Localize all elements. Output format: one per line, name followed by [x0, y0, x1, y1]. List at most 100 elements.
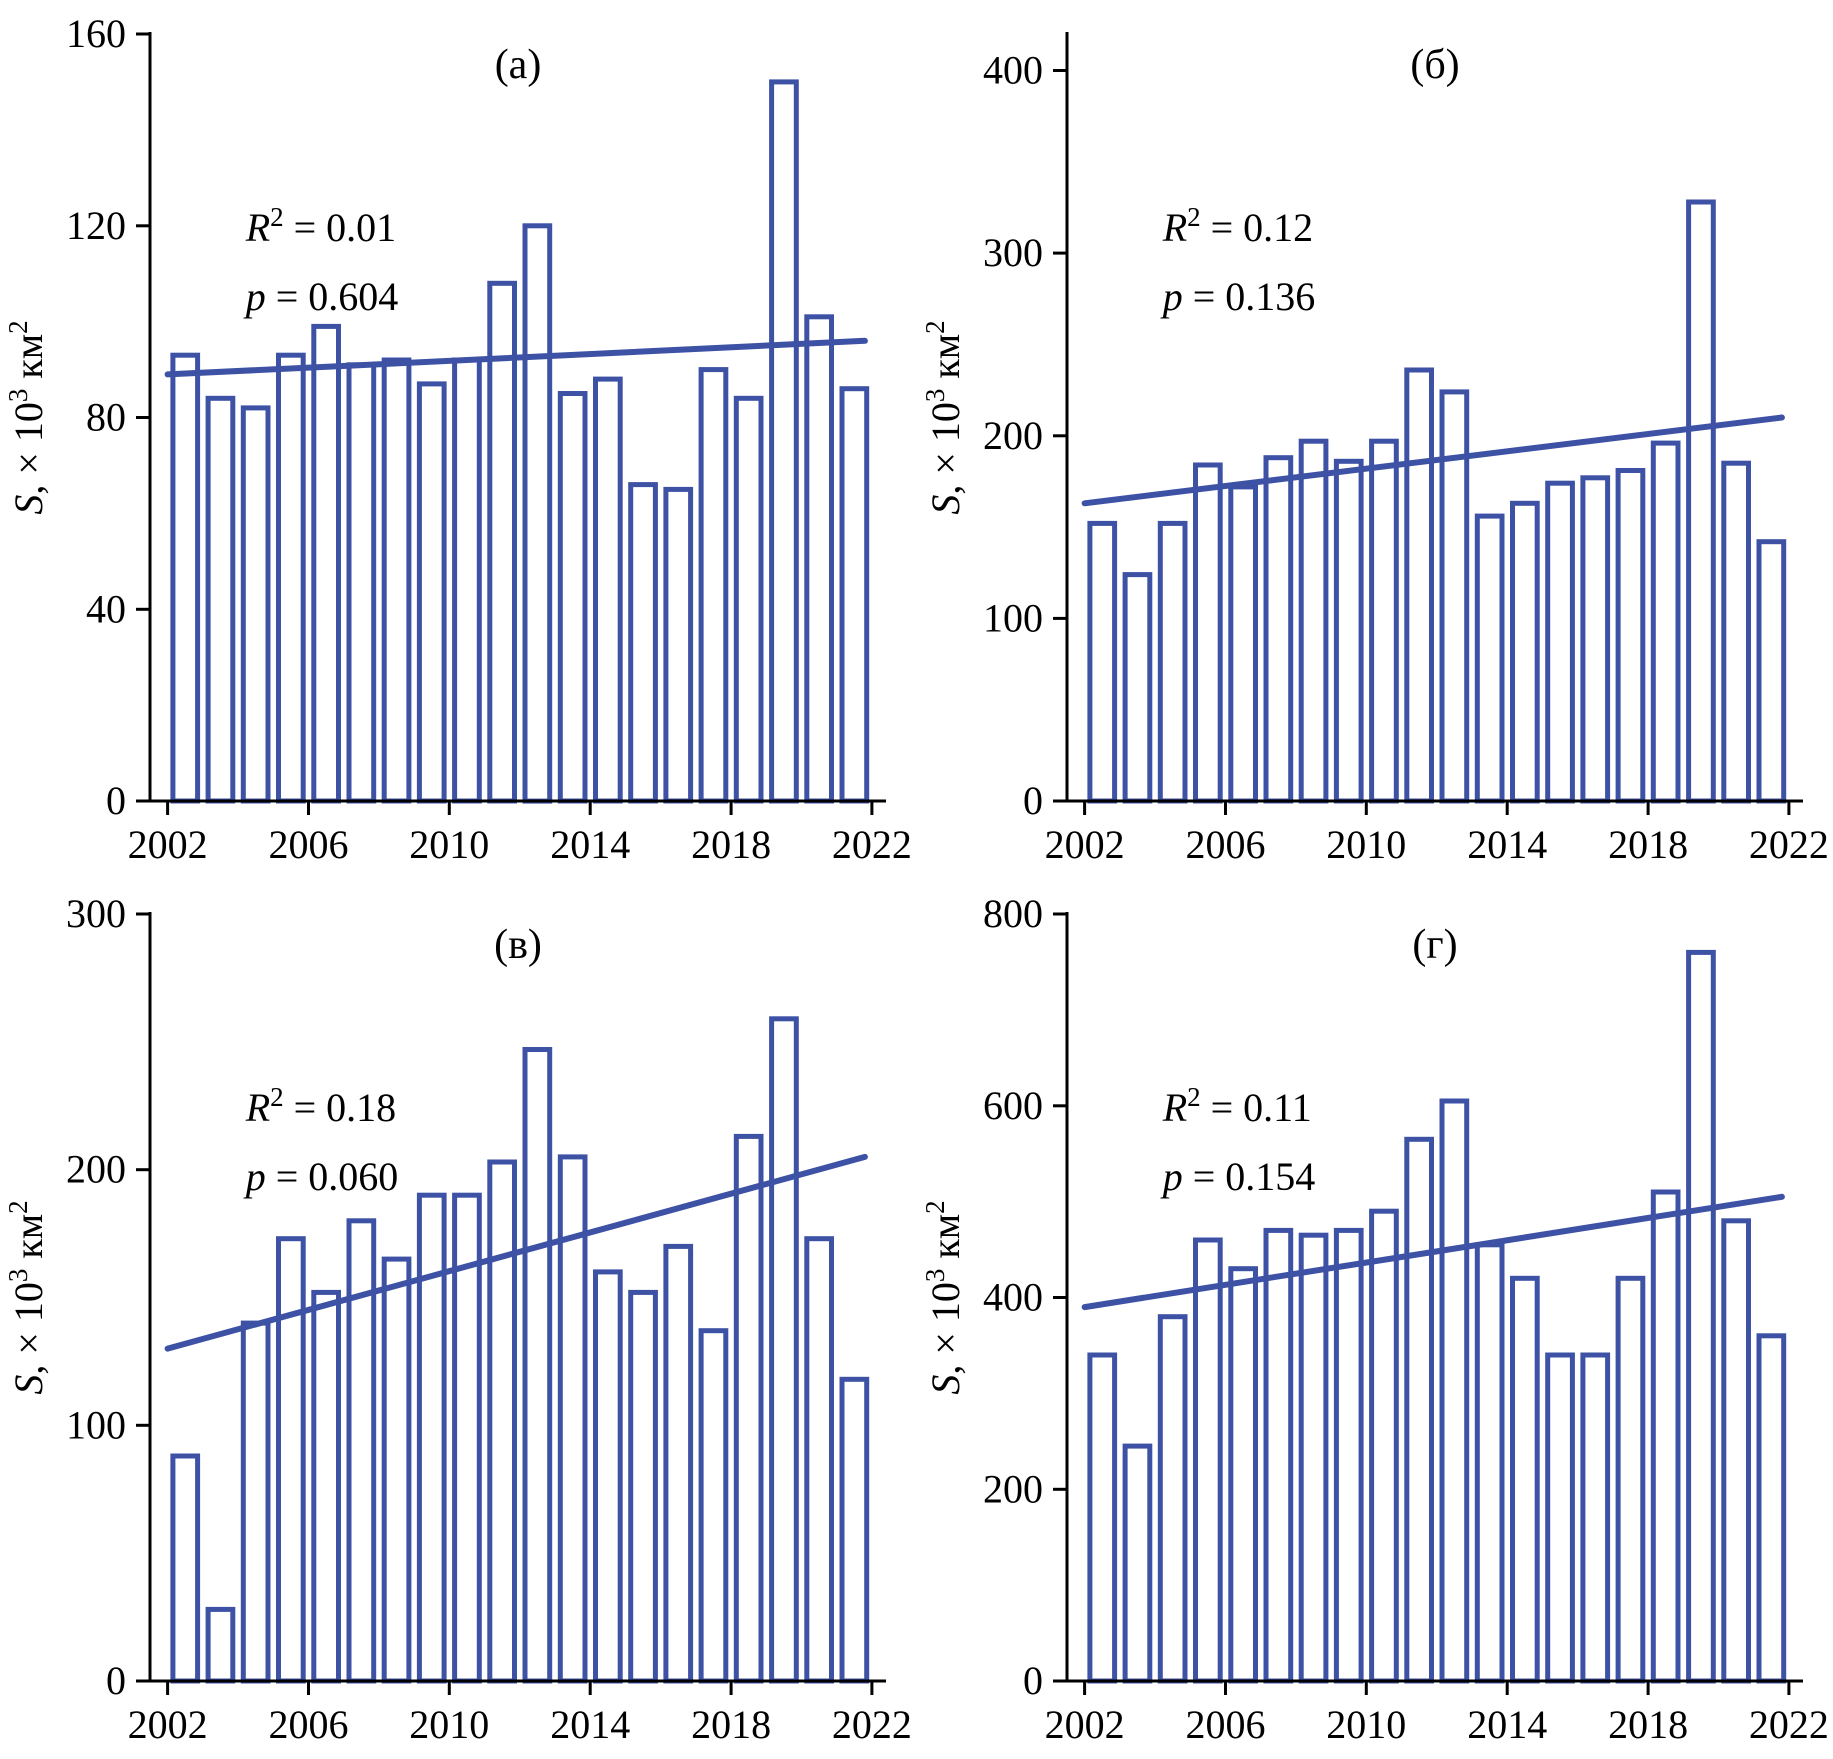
y-tick-label: 0: [106, 778, 126, 823]
bar-b-2013: [1474, 513, 1504, 804]
bar-g-2003: [1122, 1443, 1152, 1683]
y-tick-label: 100: [983, 595, 1043, 640]
y-axis-title-g: S, × 103 км2: [920, 1200, 968, 1394]
panel-g: 0 200 400 600 800 2002 2006 2010 2014 2018 2022 (г)…: [917, 880, 1833, 1759]
panel-a: 0 40 80 120 160 2002 2006 2010 2014 2018 2022 (а) R2…: [0, 0, 917, 880]
bar-v-2018: [733, 1133, 764, 1683]
x-tick-label: 2006: [269, 822, 349, 867]
bar-v-2021: [839, 1376, 870, 1683]
bar-v-2008: [381, 1256, 412, 1683]
y-tick-label: 400: [983, 48, 1043, 93]
panel-b: 0 100 200 300 400 2002 2006 2010 2014 2018 2022 (б)…: [917, 0, 1833, 880]
y-tick-label: 600: [983, 1082, 1043, 1127]
bar-b-2018: [1650, 440, 1680, 804]
r-squared-annotation-g: R2 = 0.11: [1161, 1082, 1311, 1130]
x-tick-label: 2006: [269, 1702, 349, 1747]
bar-a-2006: [311, 323, 341, 804]
x-tick-label: 2022: [832, 822, 912, 867]
y-tick-label: 120: [66, 203, 126, 248]
y-tick-label: 800: [983, 891, 1043, 936]
bar-a-2013: [557, 391, 588, 804]
y-tick-label: 160: [66, 11, 126, 56]
y-tick-label: 300: [66, 891, 126, 936]
y-tick-label: 0: [1023, 1658, 1043, 1703]
bar-b-2021: [1756, 539, 1786, 804]
bar-a-2020: [804, 314, 834, 804]
bar-b-2016: [1579, 475, 1610, 804]
bar-b-2019: [1685, 199, 1716, 804]
bar-v-2007: [346, 1217, 377, 1683]
y-axis-title-a: S, × 103 км2: [3, 320, 51, 514]
bar-b-2007: [1263, 455, 1293, 804]
bar-g-2017: [1615, 1275, 1645, 1683]
y-tick-label: 400: [983, 1274, 1043, 1319]
x-tick-label: 2018: [1608, 822, 1688, 867]
bar-v-2014: [593, 1268, 623, 1683]
panel-label-b: (б): [1410, 42, 1459, 88]
bar-b-2003: [1122, 572, 1152, 804]
bar-b-2002: [1086, 520, 1117, 804]
x-tick-label: 2010: [1326, 822, 1406, 867]
bar-b-2009: [1333, 458, 1364, 804]
bar-g-2008: [1298, 1232, 1328, 1683]
y-tick-label: 200: [983, 1466, 1043, 1511]
y-tick-label: 0: [1023, 778, 1043, 823]
bar-a-2003: [205, 395, 236, 804]
bar-a-2021: [839, 386, 870, 804]
y-tick-label: 200: [983, 413, 1043, 458]
bar-g-2002: [1086, 1352, 1117, 1683]
y-tick-label: 100: [66, 1402, 126, 1447]
bar-b-2004: [1157, 520, 1188, 804]
bar-v-2011: [487, 1159, 517, 1683]
bar-b-2017: [1615, 468, 1645, 804]
bar-v-2004: [240, 1320, 271, 1683]
x-tick-label: 2022: [832, 1702, 912, 1747]
bar-g-2021: [1756, 1332, 1786, 1683]
bar-a-2010: [452, 357, 482, 804]
bar-b-2015: [1544, 480, 1575, 804]
x-tick-label: 2018: [691, 822, 771, 867]
bar-b-2006: [1227, 484, 1258, 804]
bar-g-2012: [1439, 1098, 1469, 1683]
bar-g-2020: [1720, 1217, 1751, 1683]
bar-g-2011: [1403, 1136, 1434, 1683]
x-tick-label: 2006: [1185, 1702, 1265, 1747]
bar-g-2016: [1579, 1352, 1610, 1683]
r-squared-annotation-v: R2 = 0.18: [245, 1082, 397, 1130]
bar-v-2016: [663, 1243, 694, 1683]
x-tick-label: 2022: [1748, 822, 1828, 867]
p-value-annotation-b: p = 0.136: [1159, 274, 1315, 319]
y-axis-title-b: S, × 103 км2: [920, 320, 968, 514]
x-tick-label: 2010: [409, 822, 489, 867]
bar-b-2008: [1298, 438, 1328, 804]
bar-b-2010: [1368, 438, 1399, 804]
trend-line-b: [1081, 414, 1785, 507]
bar-a-2002: [170, 352, 201, 804]
bar-b-2005: [1192, 462, 1223, 804]
bar-v-2020: [804, 1235, 834, 1683]
x-tick-label: 2002: [1044, 822, 1124, 867]
x-tick-label: 2018: [1608, 1702, 1688, 1747]
bar-a-2005: [276, 352, 306, 804]
bar-a-2007: [346, 362, 377, 804]
bar-g-2013: [1474, 1241, 1504, 1683]
x-tick-label: 2014: [550, 822, 630, 867]
x-tick-label: 2018: [691, 1702, 771, 1747]
y-tick-label: 80: [86, 395, 126, 440]
bar-g-2014: [1509, 1275, 1540, 1683]
bar-a-2016: [663, 486, 694, 804]
p-value-annotation-a: p = 0.604: [243, 274, 399, 319]
x-tick-label: 2002: [1044, 1702, 1124, 1747]
p-value-annotation-g: p = 0.154: [1159, 1154, 1315, 1199]
bar-a-2017: [698, 367, 729, 804]
bar-a-2019: [769, 79, 799, 804]
bar-v-2015: [628, 1289, 658, 1683]
x-tick-label: 2006: [1185, 822, 1265, 867]
bar-v-2017: [698, 1327, 729, 1683]
y-tick-label: 40: [86, 586, 126, 631]
bar-g-2015: [1544, 1352, 1575, 1683]
panel-b-svg: 0 100 200 300 400 2002 2006 2010 2014 2018 2022 (б)…: [920, 32, 1828, 867]
bar-a-2014: [593, 376, 623, 804]
x-tick-label: 2010: [409, 1702, 489, 1747]
